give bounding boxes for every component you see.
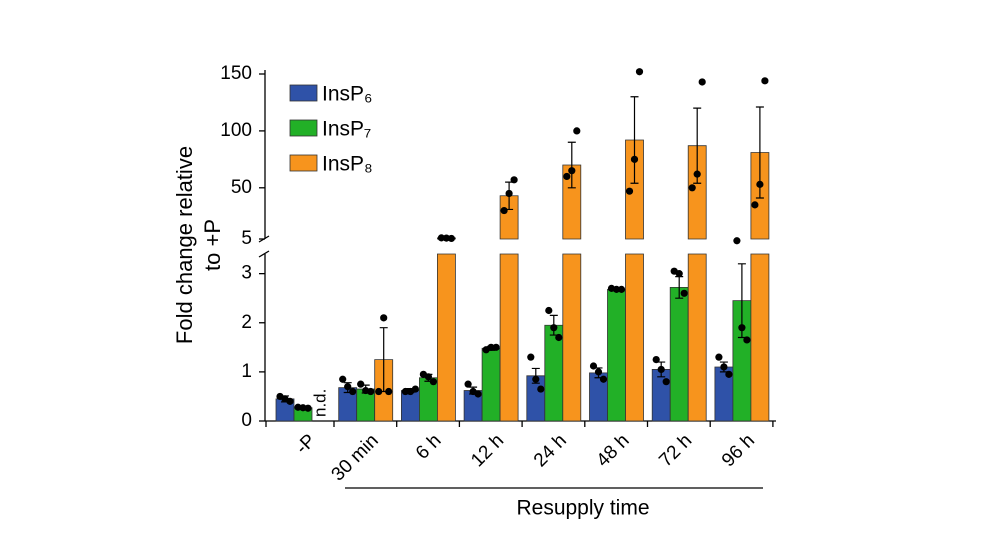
data-point	[594, 368, 603, 376]
y-label-line: Fold change relative	[172, 146, 197, 344]
bar	[499, 195, 519, 422]
y-tick-label: 3	[241, 263, 252, 284]
data-point	[375, 387, 383, 396]
data-point	[635, 68, 644, 76]
bar	[687, 145, 707, 422]
data-point	[612, 285, 621, 293]
data-point	[720, 363, 728, 371]
x-tick-label: 12 h	[467, 430, 508, 471]
data-point	[743, 336, 751, 344]
data-point	[385, 387, 393, 396]
y-tick-label: 50	[231, 177, 252, 198]
annotation: n.d.	[310, 389, 329, 417]
data-point	[715, 353, 723, 361]
data-point	[630, 155, 639, 163]
legend-swatch	[289, 119, 318, 137]
data-point	[733, 237, 741, 245]
x-tick-label: 96 h	[718, 430, 759, 471]
data-point	[652, 356, 660, 364]
bar	[481, 347, 501, 422]
data-point	[532, 375, 540, 383]
data-point	[344, 383, 352, 391]
bar	[669, 287, 689, 422]
data-point	[738, 324, 746, 332]
bar	[562, 164, 582, 422]
data-point	[464, 380, 472, 388]
data-point	[401, 387, 409, 396]
data-point	[492, 343, 500, 351]
data-point	[761, 77, 769, 85]
y-tick-label: 1	[241, 361, 252, 382]
legend-label: InsP₈	[322, 153, 373, 176]
x-tick-label: -P	[292, 430, 320, 458]
data-point	[675, 270, 683, 278]
data-point	[469, 387, 477, 396]
y-label-line: to +P	[200, 219, 225, 271]
data-point	[545, 306, 553, 315]
data-point	[406, 387, 414, 396]
y-tick-label: 0	[241, 410, 252, 431]
data-point	[625, 187, 634, 195]
data-point	[751, 201, 759, 209]
data-point	[599, 375, 608, 383]
data-point	[487, 343, 495, 351]
bar	[437, 237, 456, 422]
data-point	[657, 365, 665, 374]
y-tick-label: 2	[241, 312, 252, 333]
data-point	[662, 378, 670, 386]
legend-swatch	[289, 84, 318, 102]
error-bar	[567, 141, 576, 189]
data-point	[698, 78, 706, 86]
y-tick-label: 5	[241, 228, 252, 249]
y-tick-label: 150	[220, 63, 252, 84]
x-tick-label: 6 h	[412, 430, 446, 464]
data-point	[589, 362, 598, 370]
legend-label: InsP₆	[322, 83, 373, 106]
bar	[607, 288, 626, 422]
data-point	[537, 385, 545, 393]
bar	[338, 387, 358, 422]
axis-break	[258, 235, 270, 243]
data-point	[429, 378, 437, 386]
data-point	[281, 395, 289, 403]
data-point	[568, 167, 576, 175]
data-point	[555, 333, 563, 342]
data-point	[505, 189, 513, 198]
data-point	[617, 285, 626, 293]
data-point	[688, 184, 696, 192]
data-point	[424, 373, 432, 381]
data-point	[349, 387, 357, 396]
x-tick-label: 72 h	[655, 430, 696, 471]
axis-break	[258, 250, 270, 258]
data-point	[362, 386, 370, 395]
data-point	[299, 404, 307, 412]
x-tick-label: 48 h	[593, 430, 634, 471]
bar	[625, 139, 644, 422]
data-point	[680, 289, 688, 297]
data-point	[527, 353, 535, 361]
x-tick-label: 24 h	[530, 430, 571, 471]
data-point	[725, 370, 733, 378]
legend-swatch	[289, 154, 318, 172]
data-point	[339, 375, 347, 383]
data-point	[500, 206, 508, 215]
legend-label: InsP₇	[322, 118, 371, 141]
data-point	[357, 380, 365, 388]
data-point	[550, 324, 558, 332]
data-point	[573, 127, 581, 135]
data-point	[563, 172, 571, 181]
data-point	[510, 176, 518, 184]
data-point	[693, 170, 701, 178]
x-tick-label: 30 min	[328, 430, 383, 485]
data-point	[442, 234, 450, 242]
error-bar	[630, 96, 639, 184]
x-label: Resupply time	[516, 497, 649, 520]
data-point	[756, 180, 764, 188]
data-point	[380, 314, 388, 322]
bar	[750, 152, 770, 422]
y-tick-label: 100	[220, 120, 252, 141]
